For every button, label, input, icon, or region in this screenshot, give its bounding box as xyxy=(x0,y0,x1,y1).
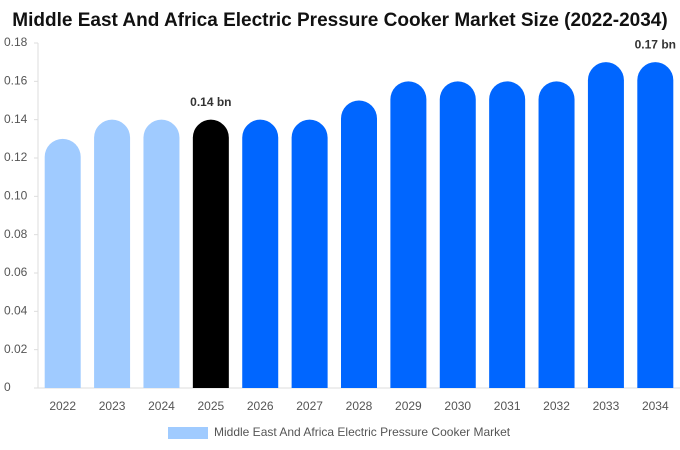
x-tick-label: 2034 xyxy=(642,399,669,413)
bar xyxy=(587,62,624,389)
y-tick-label: 0.18 xyxy=(4,35,28,49)
bar xyxy=(637,62,674,389)
x-tick-label: 2033 xyxy=(593,399,620,413)
bar xyxy=(489,81,526,388)
x-tick-label: 2027 xyxy=(296,399,323,413)
data-label: 0.17 bn xyxy=(635,37,676,51)
x-tick-label: 2024 xyxy=(148,399,175,413)
x-tick-label: 2028 xyxy=(346,399,373,413)
data-label: 0.14 bn xyxy=(190,95,231,109)
legend-swatch xyxy=(168,427,208,439)
bar xyxy=(143,119,180,388)
y-tick-label: 0.04 xyxy=(4,304,28,318)
bar xyxy=(291,119,328,388)
x-tick-label: 2032 xyxy=(543,399,570,413)
x-tick-label: 2031 xyxy=(494,399,521,413)
y-tick-label: 0.14 xyxy=(4,112,28,126)
bar xyxy=(94,119,131,388)
x-tick-label: 2026 xyxy=(247,399,274,413)
bar xyxy=(390,81,427,388)
bar xyxy=(242,119,279,388)
bar xyxy=(538,81,575,388)
x-tick-label: 2030 xyxy=(444,399,471,413)
bar xyxy=(44,138,81,388)
y-tick-label: 0.12 xyxy=(4,150,28,164)
x-tick-label: 2025 xyxy=(197,399,224,413)
bar xyxy=(192,119,229,388)
y-tick-label: 0.06 xyxy=(4,265,28,279)
y-tick-label: 0 xyxy=(4,380,11,394)
bar xyxy=(439,81,476,388)
y-tick-label: 0.02 xyxy=(4,342,28,356)
legend-label: Middle East And Africa Electric Pressure… xyxy=(214,425,511,439)
x-tick-label: 2023 xyxy=(99,399,126,413)
y-tick-label: 0.10 xyxy=(4,189,28,203)
chart-title: Middle East And Africa Electric Pressure… xyxy=(12,10,667,31)
x-tick-label: 2022 xyxy=(49,399,76,413)
bar xyxy=(341,100,377,388)
x-tick-label: 2029 xyxy=(395,399,422,413)
y-tick-label: 0.16 xyxy=(4,74,28,88)
y-tick-label: 0.08 xyxy=(4,227,28,241)
